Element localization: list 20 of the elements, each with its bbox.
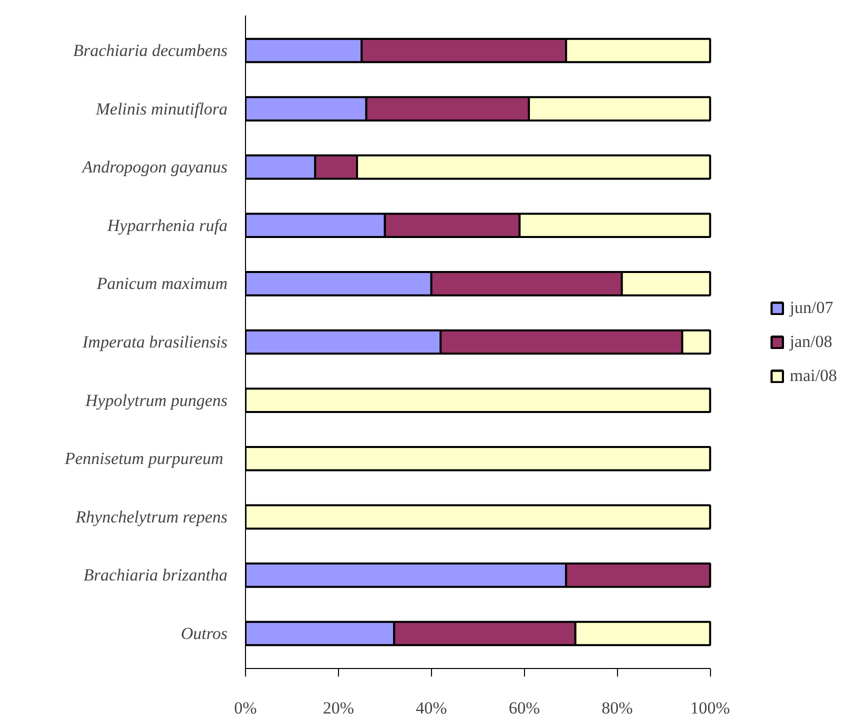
y-tick-label: Hypolytrum pungens — [84, 390, 228, 410]
y-tick-label: Melinis minutiflora — [94, 99, 228, 118]
legend-label: mai/08 — [790, 366, 837, 386]
x-tick-label: 20% — [322, 698, 354, 718]
y-tick-label: Brachiaria brizantha — [83, 566, 228, 585]
y-tick-label: Panicum maximum — [96, 274, 228, 294]
x-tick-label: 80% — [602, 698, 633, 718]
legend-label: jan/08 — [790, 332, 832, 352]
y-tick-label: Pennisetum purpureum — [64, 449, 224, 468]
y-tick-label: Rhynchelytrum repens — [74, 507, 228, 526]
x-tick-label: 100% — [690, 698, 730, 718]
y-tick-label: Outros — [180, 624, 228, 644]
y-tick-label: Andropogon gayanus — [81, 158, 228, 177]
y-tick-label: Imperata brasiliensis — [82, 332, 228, 352]
x-tick-label: 0% — [234, 698, 257, 718]
x-tick-label: 60% — [508, 698, 540, 718]
legend-label: jun/07 — [790, 298, 834, 318]
y-tick-label: Hyparrhenia rufa — [106, 216, 228, 235]
y-tick-label: Brachiaria decumbens — [73, 40, 228, 60]
x-tick-label: 40% — [416, 698, 447, 718]
